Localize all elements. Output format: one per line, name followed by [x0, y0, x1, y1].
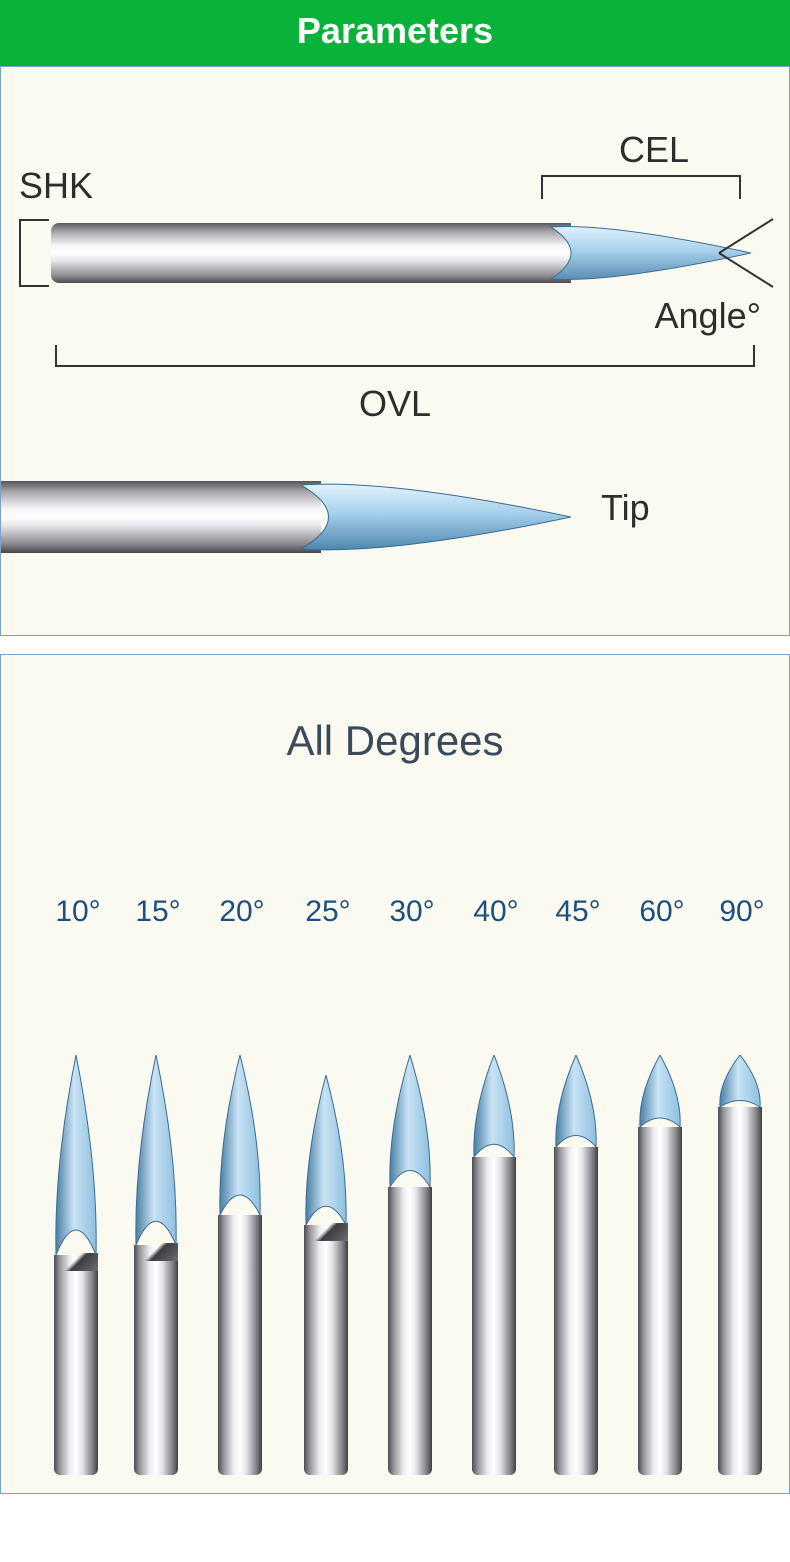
bit-shank	[472, 1157, 516, 1475]
bit-shank	[554, 1147, 598, 1475]
bit-body	[54, 1055, 98, 1475]
bit-body	[638, 1055, 682, 1475]
bit-tip	[472, 1055, 516, 1157]
bit-side-view	[51, 223, 751, 283]
bit-body	[388, 1055, 432, 1475]
ovl-label: OVL	[1, 383, 789, 425]
shk-label: SHK	[19, 165, 93, 207]
degree-label: 90°	[707, 895, 777, 929]
bit-60deg: 60°	[635, 895, 689, 1475]
bit-shank	[718, 1107, 762, 1475]
bit-10deg: 10°	[51, 895, 105, 1475]
shank-notch	[54, 1253, 98, 1271]
all-degrees-title: All Degrees	[1, 655, 789, 765]
bit-body	[304, 1075, 348, 1475]
bit-15deg: 15°	[131, 895, 185, 1475]
degree-label: 45°	[543, 895, 613, 929]
bits-lineup: 10°15°20°25°30°40°45°60°90°	[31, 895, 759, 1475]
tip-label: Tip	[601, 487, 650, 529]
shk-bracket	[19, 219, 49, 287]
cel-bracket	[541, 175, 741, 199]
diagram-top: SHK CEL	[1, 67, 789, 427]
bit-tip	[638, 1055, 682, 1127]
bit-body	[554, 1055, 598, 1475]
bit-90deg: 90°	[715, 895, 769, 1475]
degree-label: 20°	[207, 895, 277, 929]
degree-label: 25°	[293, 895, 363, 929]
angle-indicator	[719, 213, 773, 293]
bit-20deg: 20°	[215, 895, 269, 1475]
degree-label: 10°	[43, 895, 113, 929]
degree-label: 40°	[461, 895, 531, 929]
degree-label: 15°	[123, 895, 193, 929]
angle-label: Angle°	[655, 295, 761, 337]
bit-tip	[388, 1055, 432, 1187]
bit-40deg: 40°	[469, 895, 523, 1475]
diagram-panel: SHK CEL	[0, 66, 790, 636]
bit-tip	[304, 1075, 348, 1225]
parameters-title: Parameters	[297, 10, 493, 51]
bit-tip	[218, 1055, 262, 1215]
shank-notch	[134, 1243, 178, 1261]
bit-shank	[51, 223, 571, 283]
cel-label: CEL	[619, 129, 689, 171]
bit-shank	[304, 1225, 348, 1475]
bit-tip	[54, 1055, 98, 1255]
bit-shank	[388, 1187, 432, 1475]
bit-closeup-tip	[301, 481, 571, 553]
bit-25deg: 25°	[301, 895, 355, 1475]
bit-tip	[718, 1055, 762, 1107]
bit-body	[218, 1055, 262, 1475]
bit-body	[718, 1055, 762, 1475]
bit-tip	[134, 1055, 178, 1245]
degree-label: 30°	[377, 895, 447, 929]
bit-closeup-shank	[1, 481, 321, 553]
bit-closeup	[1, 481, 571, 553]
degree-label: 60°	[627, 895, 697, 929]
bit-body	[472, 1055, 516, 1475]
bit-45deg: 45°	[551, 895, 605, 1475]
bit-shank	[638, 1127, 682, 1475]
bit-shank	[218, 1215, 262, 1475]
shank-notch	[304, 1223, 348, 1241]
degrees-panel: All Degrees 10° 15° 20° 25° 30° 40° 45° 60° 90°	[0, 654, 790, 1494]
tip-closeup: Tip	[1, 427, 789, 627]
bit-30deg: 30°	[385, 895, 439, 1475]
parameters-header: Parameters	[0, 0, 790, 66]
bit-shank	[54, 1255, 98, 1475]
bit-tip	[554, 1055, 598, 1147]
bit-shank	[134, 1245, 178, 1475]
bit-body	[134, 1055, 178, 1475]
